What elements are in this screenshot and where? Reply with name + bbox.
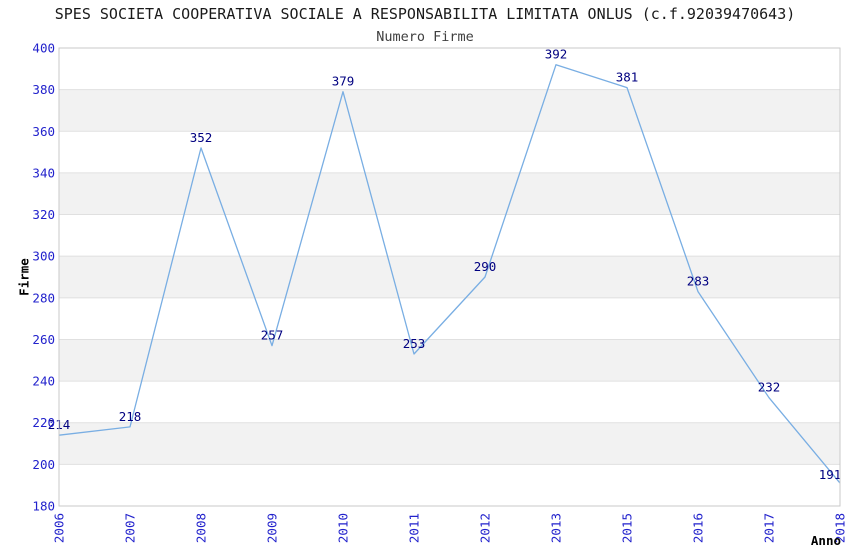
grid-band bbox=[59, 339, 840, 382]
y-tick-label-180: 180 bbox=[32, 499, 55, 514]
x-tick-label-2013: 2013 bbox=[548, 513, 563, 543]
point-label-2018: 191 bbox=[819, 467, 842, 482]
y-tick-label-240: 240 bbox=[32, 374, 55, 389]
point-label-2008: 352 bbox=[190, 130, 213, 145]
x-tick-label-2007: 2007 bbox=[122, 513, 137, 543]
y-tick-label-340: 340 bbox=[32, 165, 55, 180]
x-tick-label-2015: 2015 bbox=[619, 513, 634, 543]
point-label-2012: 290 bbox=[474, 259, 497, 274]
x-tick-label-2010: 2010 bbox=[335, 513, 350, 543]
point-label-2011: 253 bbox=[403, 336, 426, 351]
y-axis-tick-labels: 180 200 220 240 260 280 300 320 340 360 380 400 bbox=[32, 41, 55, 514]
x-axis-title: Anno bbox=[811, 533, 841, 548]
x-tick-label-2009: 2009 bbox=[264, 513, 279, 543]
x-tick-label-2018: 2018 bbox=[832, 513, 847, 543]
x-tick-label-2011: 2011 bbox=[406, 513, 421, 543]
x-tick-label-2008: 2008 bbox=[193, 513, 208, 543]
point-label-2013: 392 bbox=[545, 47, 568, 62]
x-tick-label-2017: 2017 bbox=[761, 513, 776, 543]
plot-bands bbox=[59, 89, 840, 465]
chart-title: SPES SOCIETA COOPERATIVA SOCIALE A RESPO… bbox=[55, 5, 796, 23]
y-tick-label-320: 320 bbox=[32, 207, 55, 222]
x-tick-label-2012: 2012 bbox=[477, 513, 492, 543]
y-tick-label-200: 200 bbox=[32, 457, 55, 472]
grid-band bbox=[59, 89, 840, 132]
chart-subtitle: Numero Firme bbox=[376, 29, 474, 45]
y-tick-label-260: 260 bbox=[32, 332, 55, 347]
y-tick-label-360: 360 bbox=[32, 124, 55, 139]
y-tick-label-280: 280 bbox=[32, 290, 55, 305]
grid-band bbox=[59, 172, 840, 215]
point-label-2016: 283 bbox=[687, 274, 710, 289]
y-axis-title: Firme bbox=[16, 258, 31, 296]
plot-series bbox=[58, 64, 841, 484]
y-tick-label-220: 220 bbox=[32, 415, 55, 430]
x-tick-label-2016: 2016 bbox=[690, 513, 705, 543]
x-tick-label-2006: 2006 bbox=[51, 513, 66, 543]
grid-band bbox=[59, 422, 840, 465]
point-label-2007: 218 bbox=[119, 409, 142, 424]
y-tick-label-400: 400 bbox=[32, 41, 55, 56]
y-tick-label-300: 300 bbox=[32, 249, 55, 264]
y-tick-label-380: 380 bbox=[32, 82, 55, 97]
point-label-2015: 381 bbox=[616, 70, 639, 85]
grid-band bbox=[59, 256, 840, 298]
series-line bbox=[58, 64, 841, 484]
point-label-2017: 232 bbox=[758, 380, 781, 395]
x-axis-tick-labels: 2006 2007 2008 2009 2010 2011 2012 2013 2015 2016… bbox=[51, 513, 847, 543]
plot-border bbox=[58, 47, 841, 507]
point-label-2009: 257 bbox=[261, 328, 284, 343]
point-label-2010: 379 bbox=[332, 74, 355, 89]
